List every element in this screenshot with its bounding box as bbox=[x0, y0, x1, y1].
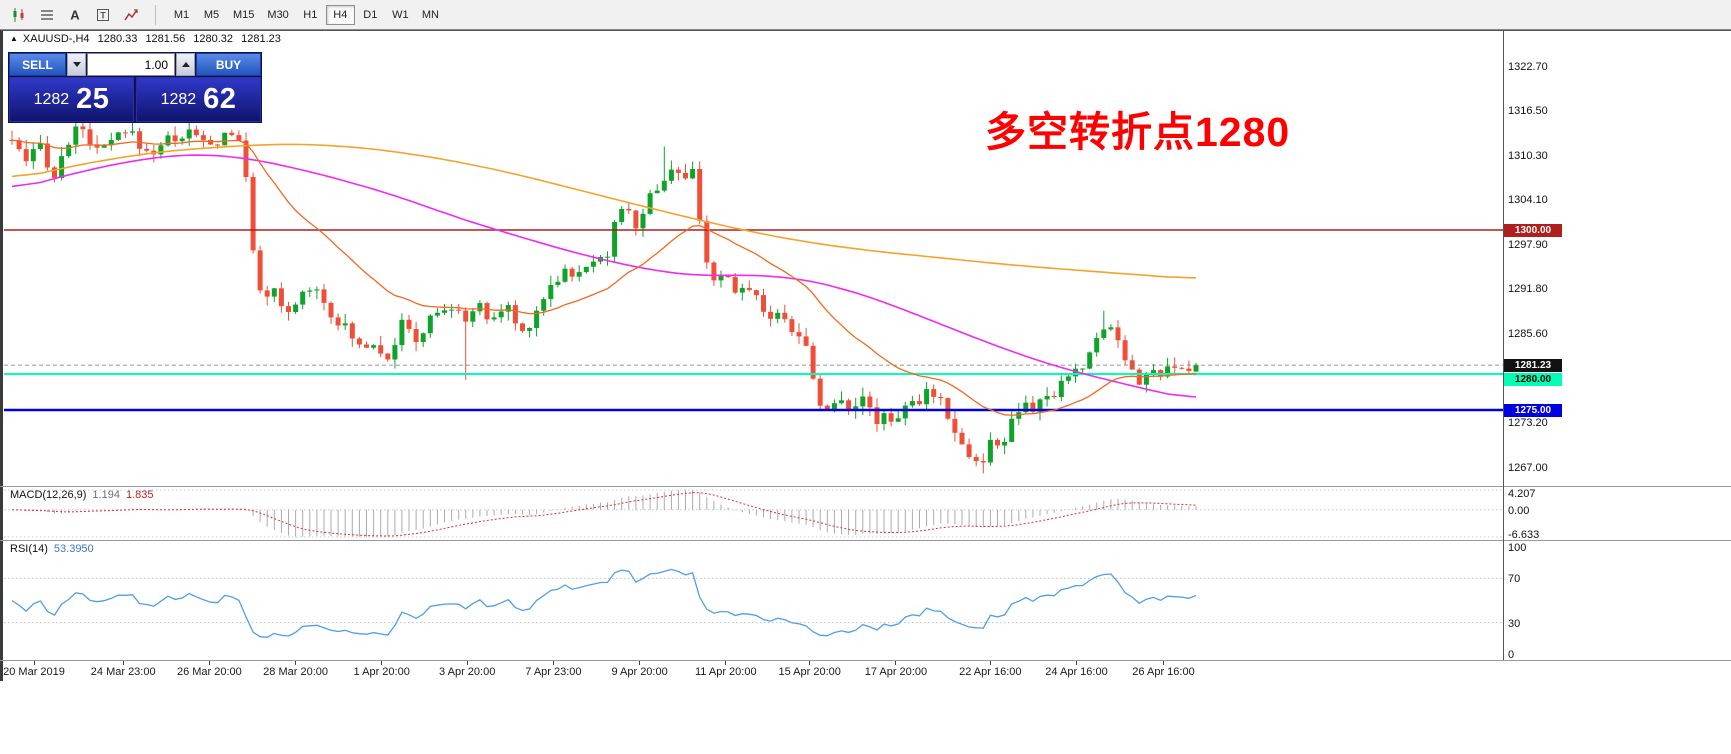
timeframe-button-w1[interactable]: W1 bbox=[392, 8, 409, 21]
indicators-icon[interactable] bbox=[118, 3, 144, 27]
buy-quote-button[interactable]: 1282 62 bbox=[136, 77, 261, 122]
macd-indicator[interactable] bbox=[4, 487, 1503, 540]
sell-price-pips: 25 bbox=[76, 83, 110, 115]
chart-symbol-header: ▲ XAUUSD-,H4 1280.33 1281.56 1280.32 1281… bbox=[10, 33, 286, 45]
volume-dropdown-button[interactable] bbox=[67, 53, 86, 76]
timeframe-button-mn[interactable]: MN bbox=[421, 8, 439, 21]
one-click-trading-panel: SELL BUY 1282 25 1282 62 bbox=[8, 52, 262, 123]
triangle-marker-icon: ▲ bbox=[10, 34, 18, 43]
macd-title: MACD(12,26,9) bbox=[10, 489, 87, 501]
timeframe-button-d1[interactable]: D1 bbox=[363, 8, 378, 21]
toolbar-separator bbox=[155, 4, 156, 25]
price-axis-separator bbox=[1503, 31, 1504, 660]
ohlc-low: 1280.32 bbox=[193, 33, 234, 45]
macd-label: MACD(12,26,9) 1.194 1.835 bbox=[10, 489, 159, 501]
ohlc-high: 1281.56 bbox=[145, 33, 186, 45]
sell-price-main: 1282 bbox=[33, 90, 70, 108]
timeframe-button-m1[interactable]: M1 bbox=[173, 8, 190, 21]
svg-text:A: A bbox=[70, 7, 80, 22]
timeframe-buttons: M1 M5 M15 M30 H1 H4 D1 W1 MN bbox=[167, 4, 445, 25]
sell-button[interactable]: SELL bbox=[9, 53, 66, 76]
timeframe-button-h1[interactable]: H1 bbox=[303, 8, 318, 21]
rsi-title: RSI(14) bbox=[10, 543, 48, 555]
ohlc-close: 1281.23 bbox=[241, 33, 281, 45]
volume-up-button[interactable] bbox=[176, 53, 195, 76]
text-label-icon[interactable]: A bbox=[62, 3, 88, 27]
rsi-value: 53.3950 bbox=[53, 543, 94, 555]
symbol-name: XAUUSD-,H4 bbox=[22, 33, 90, 45]
template-icon[interactable]: T bbox=[90, 3, 116, 27]
timeframe-button-h4[interactable]: H4 bbox=[325, 4, 355, 25]
timeframe-button-m5[interactable]: M5 bbox=[203, 8, 220, 21]
macd-panel-separator[interactable] bbox=[0, 486, 1731, 487]
macd-signal-value: 1.835 bbox=[125, 489, 154, 501]
toolbar: A T M1 M5 M15 M30 H1 H4 D1 W1 MN bbox=[0, 0, 1731, 30]
sell-quote-button[interactable]: 1282 25 bbox=[9, 77, 134, 122]
timeframe-button-m30[interactable]: M30 bbox=[267, 8, 289, 21]
chevron-down-icon bbox=[72, 62, 81, 67]
rsi-panel-separator[interactable] bbox=[0, 540, 1731, 541]
chart-annotation: 多空转折点1280 bbox=[985, 109, 1291, 155]
buy-price-pips: 62 bbox=[203, 83, 237, 115]
volume-input[interactable] bbox=[87, 53, 175, 76]
buy-price-main: 1282 bbox=[160, 90, 197, 108]
rsi-indicator[interactable] bbox=[4, 541, 1503, 660]
rsi-label: RSI(14) 53.3950 bbox=[10, 543, 100, 555]
candlestick-chart-icon[interactable] bbox=[6, 3, 32, 27]
grid-icon[interactable] bbox=[34, 3, 60, 27]
candlestick-chart[interactable] bbox=[4, 31, 1503, 486]
ohlc-open: 1280.33 bbox=[97, 33, 138, 45]
time-axis-separator bbox=[0, 660, 1731, 661]
timeframe-button-m15[interactable]: M15 bbox=[233, 8, 255, 21]
macd-main-value: 1.194 bbox=[92, 489, 120, 501]
svg-text:T: T bbox=[100, 10, 106, 20]
chevron-up-icon bbox=[181, 62, 190, 67]
buy-button[interactable]: BUY bbox=[196, 53, 261, 76]
chart-window bbox=[0, 30, 1731, 681]
